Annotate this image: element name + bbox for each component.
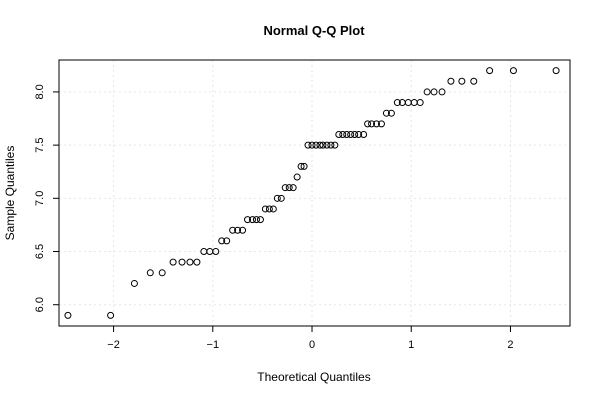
data-point bbox=[486, 67, 494, 75]
data-point bbox=[343, 130, 351, 138]
y-tick-label: 7.0 bbox=[34, 191, 46, 206]
x-tick-label: −2 bbox=[107, 339, 120, 351]
data-point bbox=[285, 184, 293, 192]
data-point bbox=[265, 205, 273, 213]
data-point bbox=[373, 120, 381, 128]
data-point bbox=[281, 184, 289, 192]
data-point bbox=[248, 216, 256, 224]
data-point bbox=[256, 216, 264, 224]
data-point bbox=[368, 120, 376, 128]
data-point bbox=[252, 216, 260, 224]
data-point bbox=[316, 141, 324, 149]
data-point bbox=[410, 99, 418, 107]
data-point bbox=[193, 258, 201, 266]
data-point bbox=[382, 109, 390, 117]
data-point bbox=[347, 130, 355, 138]
data-point bbox=[304, 141, 312, 149]
x-tick-label: 2 bbox=[507, 339, 513, 351]
data-point bbox=[218, 237, 226, 245]
data-point bbox=[293, 173, 301, 181]
data-point bbox=[261, 205, 269, 213]
axes: −2 −1 0 1 2 6.0 6.5 7.0 7.5 8.0 bbox=[34, 84, 514, 351]
data-point bbox=[107, 311, 115, 319]
data-point bbox=[319, 141, 327, 149]
data-point bbox=[351, 130, 359, 138]
data-point bbox=[273, 194, 281, 202]
data-point bbox=[64, 311, 72, 319]
x-tick-label: 1 bbox=[408, 339, 414, 351]
data-point bbox=[364, 120, 372, 128]
data-point bbox=[158, 269, 166, 277]
data-point bbox=[277, 194, 285, 202]
data-point bbox=[447, 77, 455, 85]
y-axis-label: Sample Quantiles bbox=[3, 146, 17, 241]
data-point bbox=[186, 258, 194, 266]
data-point bbox=[509, 67, 517, 75]
x-axis-label: Theoretical Quantiles bbox=[257, 370, 370, 384]
data-point bbox=[169, 258, 177, 266]
data-point bbox=[404, 99, 412, 107]
chart-title: Normal Q-Q Plot bbox=[263, 23, 365, 38]
data-point bbox=[331, 141, 339, 149]
data-point bbox=[312, 141, 320, 149]
data-point bbox=[393, 99, 401, 107]
data-point bbox=[355, 130, 363, 138]
data-point bbox=[339, 130, 347, 138]
data-point bbox=[430, 88, 438, 96]
data-point bbox=[438, 88, 446, 96]
data-point bbox=[234, 226, 242, 234]
data-point bbox=[423, 88, 431, 96]
data-point bbox=[552, 67, 560, 75]
data-point bbox=[458, 77, 466, 85]
x-tick-label: −1 bbox=[207, 339, 220, 351]
data-point bbox=[239, 226, 247, 234]
x-tick-label: 0 bbox=[309, 339, 315, 351]
y-tick-label: 6.5 bbox=[34, 244, 46, 259]
data-point bbox=[212, 248, 220, 256]
data-point bbox=[323, 141, 331, 149]
data-point bbox=[416, 99, 424, 107]
y-tick-label: 6.0 bbox=[34, 297, 46, 312]
data-point bbox=[470, 77, 478, 85]
data-point bbox=[327, 141, 335, 149]
data-point bbox=[297, 162, 305, 170]
data-point bbox=[300, 162, 308, 170]
y-tick-label: 7.5 bbox=[34, 137, 46, 152]
gridlines bbox=[59, 60, 570, 326]
data-point bbox=[360, 130, 368, 138]
data-point bbox=[223, 237, 231, 245]
data-point bbox=[229, 226, 237, 234]
data-point bbox=[289, 184, 297, 192]
data-point bbox=[308, 141, 316, 149]
y-tick-label: 8.0 bbox=[34, 84, 46, 99]
data-point bbox=[130, 279, 138, 287]
data-point bbox=[146, 269, 154, 277]
data-point bbox=[377, 120, 385, 128]
data-point bbox=[387, 109, 395, 117]
data-points bbox=[64, 67, 560, 319]
data-point bbox=[244, 216, 252, 224]
data-point bbox=[178, 258, 186, 266]
data-point bbox=[335, 130, 343, 138]
data-point bbox=[269, 205, 277, 213]
plot-frame bbox=[58, 59, 571, 327]
